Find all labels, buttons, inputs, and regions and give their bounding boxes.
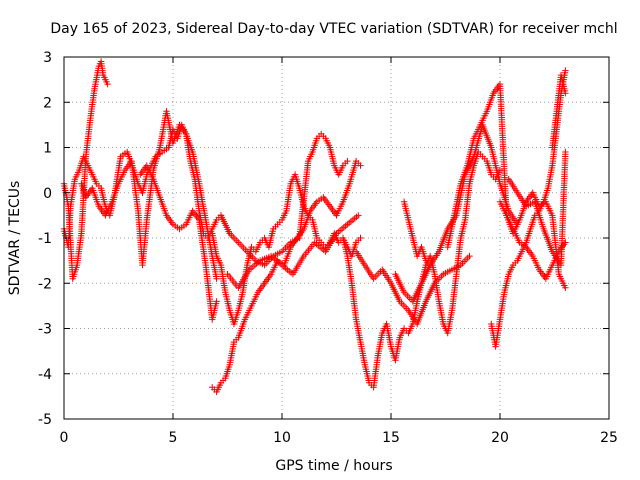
y-tick-label: 3 (43, 50, 52, 66)
series-trace-17 (549, 71, 569, 151)
series-trace-5 (209, 171, 364, 328)
series-trace-16 (505, 148, 569, 269)
data-point-markers (505, 148, 569, 269)
y-tick-label: -4 (38, 367, 52, 383)
x-tick-label: 15 (382, 430, 400, 446)
series-trace-3 (78, 108, 220, 282)
series-trace-12 (400, 198, 434, 269)
y-tick-label: 0 (43, 186, 52, 202)
y-tick-label: 2 (43, 95, 52, 111)
y-tick-label: -1 (38, 231, 52, 247)
data-point-markers (496, 198, 569, 282)
data-point-markers (209, 171, 364, 328)
data-point-markers (78, 108, 220, 282)
x-tick-label: 20 (491, 430, 509, 446)
y-tick-label: -5 (38, 412, 52, 428)
x-tick-label: 10 (273, 430, 291, 446)
data-point-markers (339, 148, 504, 391)
x-tick-label: 5 (169, 430, 178, 446)
y-tick-label: 1 (43, 141, 52, 157)
series-trace-4 (137, 162, 220, 323)
axis-ticks: 0 5 10 15 20 25 -5 -4 -3 -2 -1 0 1 2 3 (38, 50, 618, 446)
series-trace-8 (224, 212, 362, 291)
data-point-markers (400, 198, 434, 269)
x-tick-label: 25 (600, 430, 618, 446)
data-marks (60, 58, 569, 396)
chart-title: Day 165 of 2023, Sidereal Day-to-day VTE… (50, 21, 617, 37)
data-point-markers (137, 162, 220, 323)
x-axis-label: GPS time / hours (275, 458, 392, 474)
series-trace-9 (339, 148, 504, 391)
y-axis-label: SDTVAR / TECUs (7, 181, 23, 296)
y-tick-label: -3 (38, 322, 52, 338)
data-point-markers (352, 248, 473, 328)
y-tick-label: -2 (38, 276, 52, 292)
series-trace-10 (352, 248, 473, 328)
data-point-markers (224, 212, 362, 291)
series-trace-15 (496, 198, 569, 282)
x-tick-label: 0 (60, 430, 69, 446)
data-point-markers (549, 71, 569, 151)
